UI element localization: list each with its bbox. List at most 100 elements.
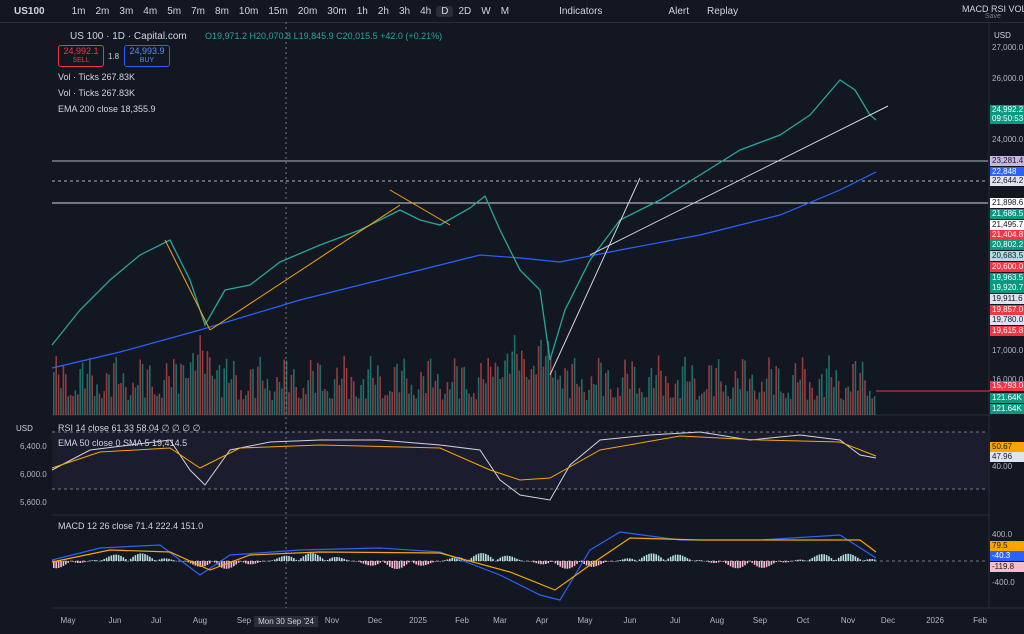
spread: 1.8 <box>108 52 120 61</box>
decor-bar <box>636 393 638 415</box>
decor-bar <box>763 561 765 568</box>
decor-bar <box>621 559 624 561</box>
decor-bar <box>165 363 168 415</box>
decor-bar <box>720 561 722 562</box>
interval-button[interactable]: 2m <box>95 5 110 17</box>
decor-bar <box>590 376 593 415</box>
interval-button[interactable]: 4h <box>420 5 432 17</box>
time-label: Oct <box>796 616 810 625</box>
decor-bar <box>573 358 576 415</box>
decor-bar <box>569 398 571 415</box>
decor-bar <box>156 560 158 562</box>
decor-bar <box>662 395 665 415</box>
decor-bar <box>696 560 698 561</box>
decor-bar <box>559 375 561 415</box>
decor-bar <box>777 368 780 415</box>
decor-bar <box>705 389 708 415</box>
decor-bar <box>619 560 621 561</box>
decor-bar <box>451 381 453 415</box>
decor-bar <box>350 560 353 562</box>
decor-bar <box>93 395 96 415</box>
buy-button[interactable]: 24,993.9 BUY <box>124 45 170 67</box>
decor-bar <box>93 560 96 561</box>
interval-button[interactable]: 15m <box>268 5 288 17</box>
decor-bar <box>715 367 717 415</box>
price-label: 26,000.0 <box>992 74 1024 83</box>
decor-bar <box>499 557 501 561</box>
layout-name[interactable]: MACD RSI VOL <box>962 4 1024 14</box>
decor-bar <box>242 399 245 415</box>
signal-line <box>51 537 877 591</box>
decor-bar <box>617 560 619 562</box>
decor-bar <box>638 559 641 561</box>
decor-bar <box>581 379 583 415</box>
interval-button[interactable]: W <box>481 5 491 17</box>
decor-bar <box>597 561 600 566</box>
interval-button[interactable]: 5m <box>167 5 182 17</box>
macd-label: 400.0 <box>992 530 1013 539</box>
interval-button[interactable]: 30m <box>327 5 347 17</box>
decor-bar <box>153 394 156 415</box>
decor-bar <box>727 561 729 565</box>
decor-bar <box>261 380 264 415</box>
currency-selector[interactable]: USD <box>994 31 1011 40</box>
decor-bar <box>379 376 381 415</box>
interval-button[interactable]: 10m <box>238 5 259 17</box>
interval-button[interactable]: 8m <box>215 5 229 17</box>
decor-bar <box>684 356 686 415</box>
decor-bar <box>501 556 504 561</box>
indicators-button[interactable]: Indicators <box>559 5 603 17</box>
replay-button[interactable]: Replay <box>706 5 739 17</box>
decor-bar <box>825 555 828 561</box>
decor-bar <box>69 394 72 415</box>
decor-bar <box>146 369 149 415</box>
decor-bar <box>216 561 218 565</box>
interval-button[interactable]: 4m <box>143 5 158 17</box>
decor-bar <box>461 367 463 415</box>
decor-bar <box>650 553 653 561</box>
ohlc-values: O19,971.2 H20,070.8 L19,845.9 C20,015.5 … <box>205 31 443 41</box>
decor-bar <box>120 383 122 415</box>
decor-bar <box>861 560 864 562</box>
decor-bar <box>737 378 739 415</box>
alert-button[interactable]: Alert <box>668 5 689 17</box>
symbol-search[interactable]: US100 <box>14 5 45 17</box>
interval-button[interactable]: 3h <box>398 5 411 17</box>
decor-bar <box>235 375 237 415</box>
decor-bar <box>537 561 540 564</box>
decor-bar <box>489 366 492 415</box>
decor-bar <box>254 561 257 564</box>
interval-button[interactable]: M <box>500 5 510 17</box>
interval-button[interactable]: D <box>436 5 454 17</box>
decor-bar <box>571 363 573 415</box>
decor-bar <box>809 382 811 415</box>
decor-bar <box>703 560 705 562</box>
decor-bar <box>221 397 223 415</box>
decor-bar <box>144 554 146 561</box>
decor-bar <box>525 560 528 562</box>
decor-bar <box>233 361 235 415</box>
interval-button[interactable]: 7m <box>191 5 206 17</box>
sell-button[interactable]: 24,992.1 SELL <box>58 45 104 67</box>
decor-bar <box>285 555 288 561</box>
interval-button[interactable]: 2D <box>458 5 472 17</box>
decor-bar <box>192 352 194 415</box>
decor-bar <box>353 561 355 562</box>
interval-button[interactable]: 1h <box>356 5 368 17</box>
decor-bar <box>302 387 305 415</box>
left-axis-label: 6,400.0 <box>20 442 47 451</box>
interval-button[interactable]: 20m <box>297 5 318 17</box>
decor-bar <box>609 389 612 415</box>
decor-bar <box>458 398 461 415</box>
interval-button[interactable]: 1m <box>71 5 86 17</box>
decor-bar <box>204 373 206 415</box>
decor-bar <box>818 554 821 561</box>
decor-bar <box>756 399 758 415</box>
time-label: May <box>577 616 593 625</box>
decor-bar <box>859 372 861 415</box>
decor-bar <box>293 558 295 561</box>
interval-button[interactable]: 2h <box>377 5 389 17</box>
interval-button[interactable]: 3m <box>119 5 134 17</box>
decor-bar <box>753 561 756 565</box>
decor-bar <box>129 558 132 561</box>
